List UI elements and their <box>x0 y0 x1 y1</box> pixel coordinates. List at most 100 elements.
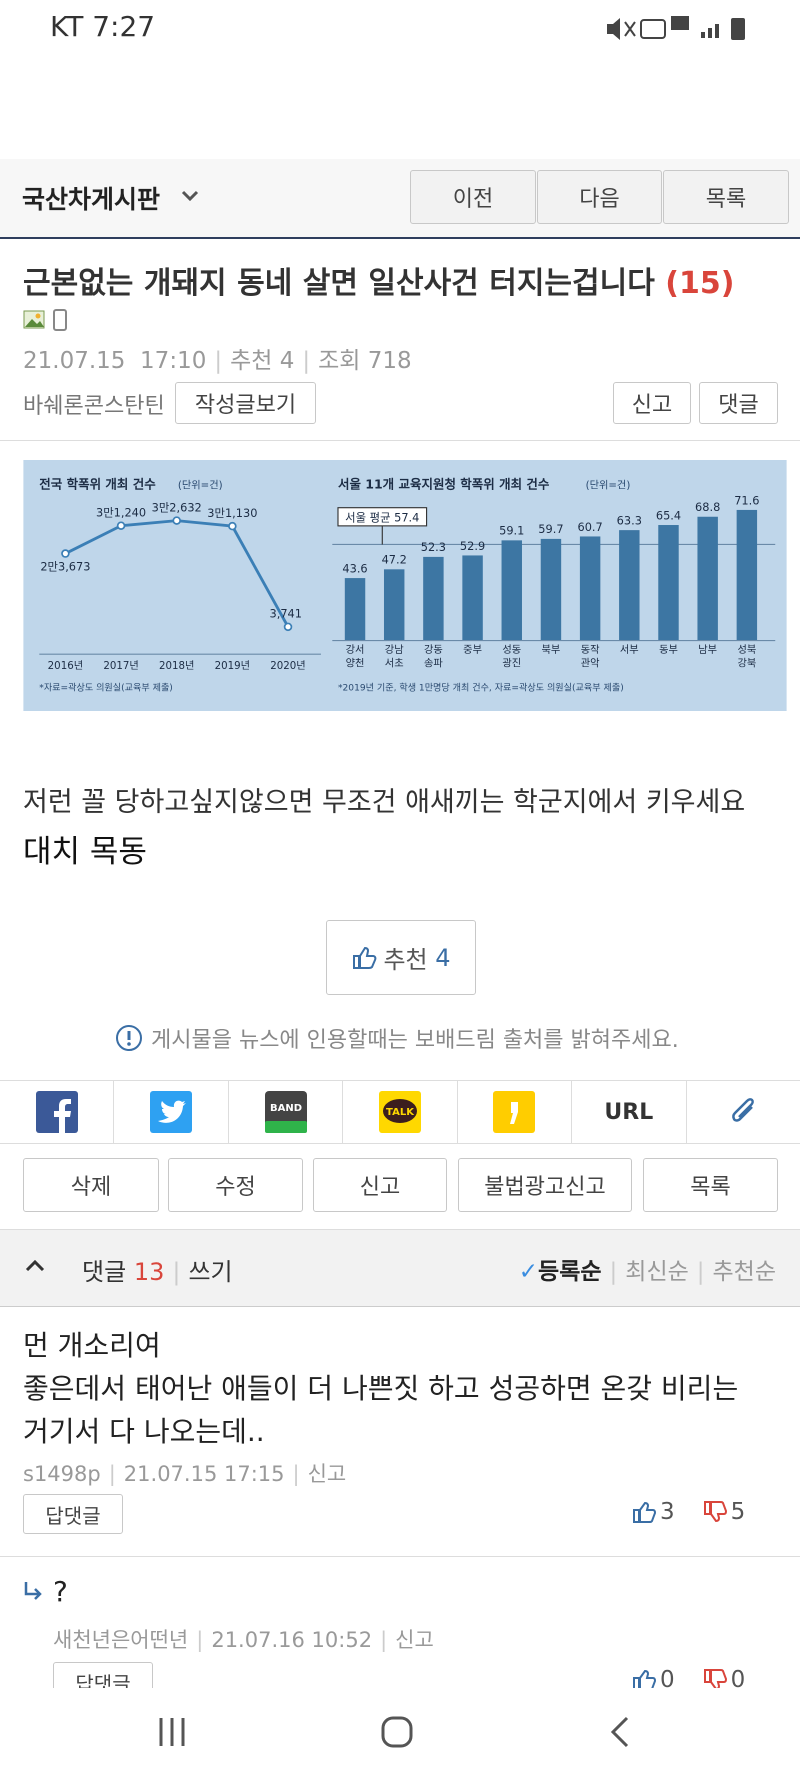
value-label: 59.1 <box>499 524 524 538</box>
x-tick-label: 동작 관악 <box>581 644 600 670</box>
bar <box>540 538 562 641</box>
value-label: 3만1,130 <box>207 506 257 520</box>
value-label: 52.3 <box>421 540 446 554</box>
value-label: 2만3,673 <box>40 560 90 574</box>
ad-report-button[interactable]: 불법광고신고 <box>458 1158 632 1212</box>
talk-text: TALK <box>386 1107 415 1118</box>
board-name[interactable]: 국산차게시판 <box>22 185 161 214</box>
comment-author[interactable]: 새천년은어떤년 <box>53 1628 189 1652</box>
recommend-box[interactable]: 추천 4 <box>326 920 476 995</box>
x-tick-label: 강동 송파 <box>424 644 443 670</box>
author-posts-button[interactable]: 작성글보기 <box>175 382 316 424</box>
list-button[interactable]: 목록 <box>663 170 789 224</box>
point <box>116 521 126 530</box>
status-icons <box>607 16 745 40</box>
bar <box>736 509 758 641</box>
comment-report[interactable]: 신고 <box>307 1462 347 1486</box>
dislikes: 0 <box>730 1667 746 1693</box>
sort-options: ✓등록순 | 최신순 | 추천순 <box>518 1259 776 1285</box>
share-twitter[interactable] <box>114 1081 229 1143</box>
twitter-icon <box>150 1091 193 1133</box>
comment-report[interactable]: 신고 <box>395 1628 434 1652</box>
write-link[interactable]: 쓰기 <box>188 1258 233 1286</box>
x-tick-label: 남부 <box>698 644 717 656</box>
band-icon: BAND <box>264 1091 307 1133</box>
value-label: 71.6 <box>734 493 759 507</box>
bar <box>697 516 718 641</box>
views-count: 718 <box>367 348 412 374</box>
comment-text: ? <box>53 1575 68 1608</box>
share-attach[interactable] <box>687 1081 800 1143</box>
clip-icon <box>732 1098 755 1122</box>
x-tick-label: 서부 <box>620 644 639 656</box>
chevron <box>181 190 199 202</box>
sort-option[interactable]: 등록순 <box>538 1259 602 1285</box>
value-label: 47.2 <box>382 553 407 567</box>
sort-option[interactable]: 추천순 <box>712 1259 776 1285</box>
facebook-icon <box>35 1091 78 1133</box>
sort-option[interactable]: 최신순 <box>625 1259 689 1285</box>
point <box>172 516 181 525</box>
dislike-icon[interactable] <box>703 1500 727 1524</box>
next-button[interactable]: 다음 <box>537 170 662 224</box>
average-box <box>337 507 428 527</box>
x-tick-label: 강남 서초 <box>385 644 404 670</box>
author[interactable]: 바쉐론콘스탄틴 <box>23 394 165 419</box>
report-button[interactable]: 신고 <box>313 1158 447 1212</box>
comments-header <box>0 1229 800 1307</box>
post-date: 21.07.15 <box>23 348 126 374</box>
band-text: BAND <box>270 1103 302 1114</box>
bar <box>462 555 483 641</box>
post-title: 근본없는 개돼지 동네 살면 일산사건 터지는겁니다 <box>23 266 655 301</box>
share-kakaostory[interactable] <box>458 1081 573 1143</box>
comments-title: 댓글 13 | 쓰기 <box>82 1258 233 1286</box>
nav-bar <box>0 1688 800 1778</box>
x-tick-label: 성동 광진 <box>502 644 521 670</box>
list-button[interactable]: 목록 <box>643 1158 778 1212</box>
share-url[interactable]: URL <box>572 1081 687 1143</box>
recommend-button-count: 4 <box>435 943 451 972</box>
likes: 3 <box>660 1499 675 1525</box>
comment-time: 17:15 <box>224 1462 285 1486</box>
prev-button[interactable]: 이전 <box>410 170 536 224</box>
attachment-icons <box>23 309 67 331</box>
share-band[interactable]: BAND <box>229 1081 344 1143</box>
comments-label: 댓글 <box>82 1258 127 1286</box>
reply-button[interactable]: 답댓글 <box>23 1494 123 1534</box>
x-tick-label: 성북 강북 <box>737 644 756 670</box>
average-label: 서울 평균 <box>345 510 390 524</box>
like-icon[interactable] <box>632 1500 656 1524</box>
post-body-line: 대치 목동 <box>23 834 147 870</box>
report-button[interactable]: 신고 <box>613 382 691 424</box>
x-tick-label: 2017년 <box>103 660 138 672</box>
share-kakaotalk[interactable]: TALK <box>343 1081 458 1143</box>
nav-icons <box>159 1716 629 1748</box>
comment-meta: 새천년은어떤년 | 21.07.16 10:52 | 신고 <box>53 1628 434 1652</box>
comment-author[interactable]: s1498p <box>23 1462 101 1486</box>
x-tick-label: 2020년 <box>270 660 305 672</box>
point <box>283 622 293 632</box>
comment-votes: 3 5 <box>632 1499 745 1525</box>
value-label: 43.6 <box>342 561 367 575</box>
chart-source: *2019년 기준, 학생 1만명당 개최 건수, 자료=곽상도 의원실(교육부… <box>338 682 624 694</box>
kakaostory-icon <box>493 1091 536 1133</box>
value-label: 60.7 <box>577 520 602 534</box>
chart-title: 서울 11개 교육지원청 학폭위 개최 건수 <box>338 476 550 491</box>
post-meta: 21.07.15 17:10 | 추천 4 | 조회 718 <box>23 348 412 374</box>
point <box>228 521 237 531</box>
bar <box>383 569 405 641</box>
post-image: 전국 학폭위 개최 건수 (단위=건) 2만3,673 2016년 3만1,240 201… <box>23 460 787 711</box>
comment-text: 좋은데서 태어난 애들이 더 나쁜짓 하고 성공하면 온갖 비리는 <box>23 1372 739 1405</box>
x-tick-label: 동부 <box>659 644 678 656</box>
point <box>61 549 70 558</box>
comment-date: 21.07.16 <box>211 1628 305 1652</box>
notice-text: 게시물을 뉴스에 인용할때는 보배드림 출처를 밝혀주세요. <box>151 1028 679 1053</box>
collapse-icon[interactable] <box>24 1257 46 1273</box>
comment-date: 21.07.15 <box>123 1462 218 1486</box>
delete-button[interactable]: 삭제 <box>23 1158 159 1212</box>
edit-button[interactable]: 수정 <box>168 1158 303 1212</box>
comment-button[interactable]: 댓글 <box>699 382 778 424</box>
post-body-line: 저런 꼴 당하고싶지않으면 무조건 애새끼는 학군지에서 키우세요 <box>23 787 746 818</box>
share-facebook[interactable] <box>0 1081 115 1143</box>
value-label: 3,741 <box>270 607 302 621</box>
